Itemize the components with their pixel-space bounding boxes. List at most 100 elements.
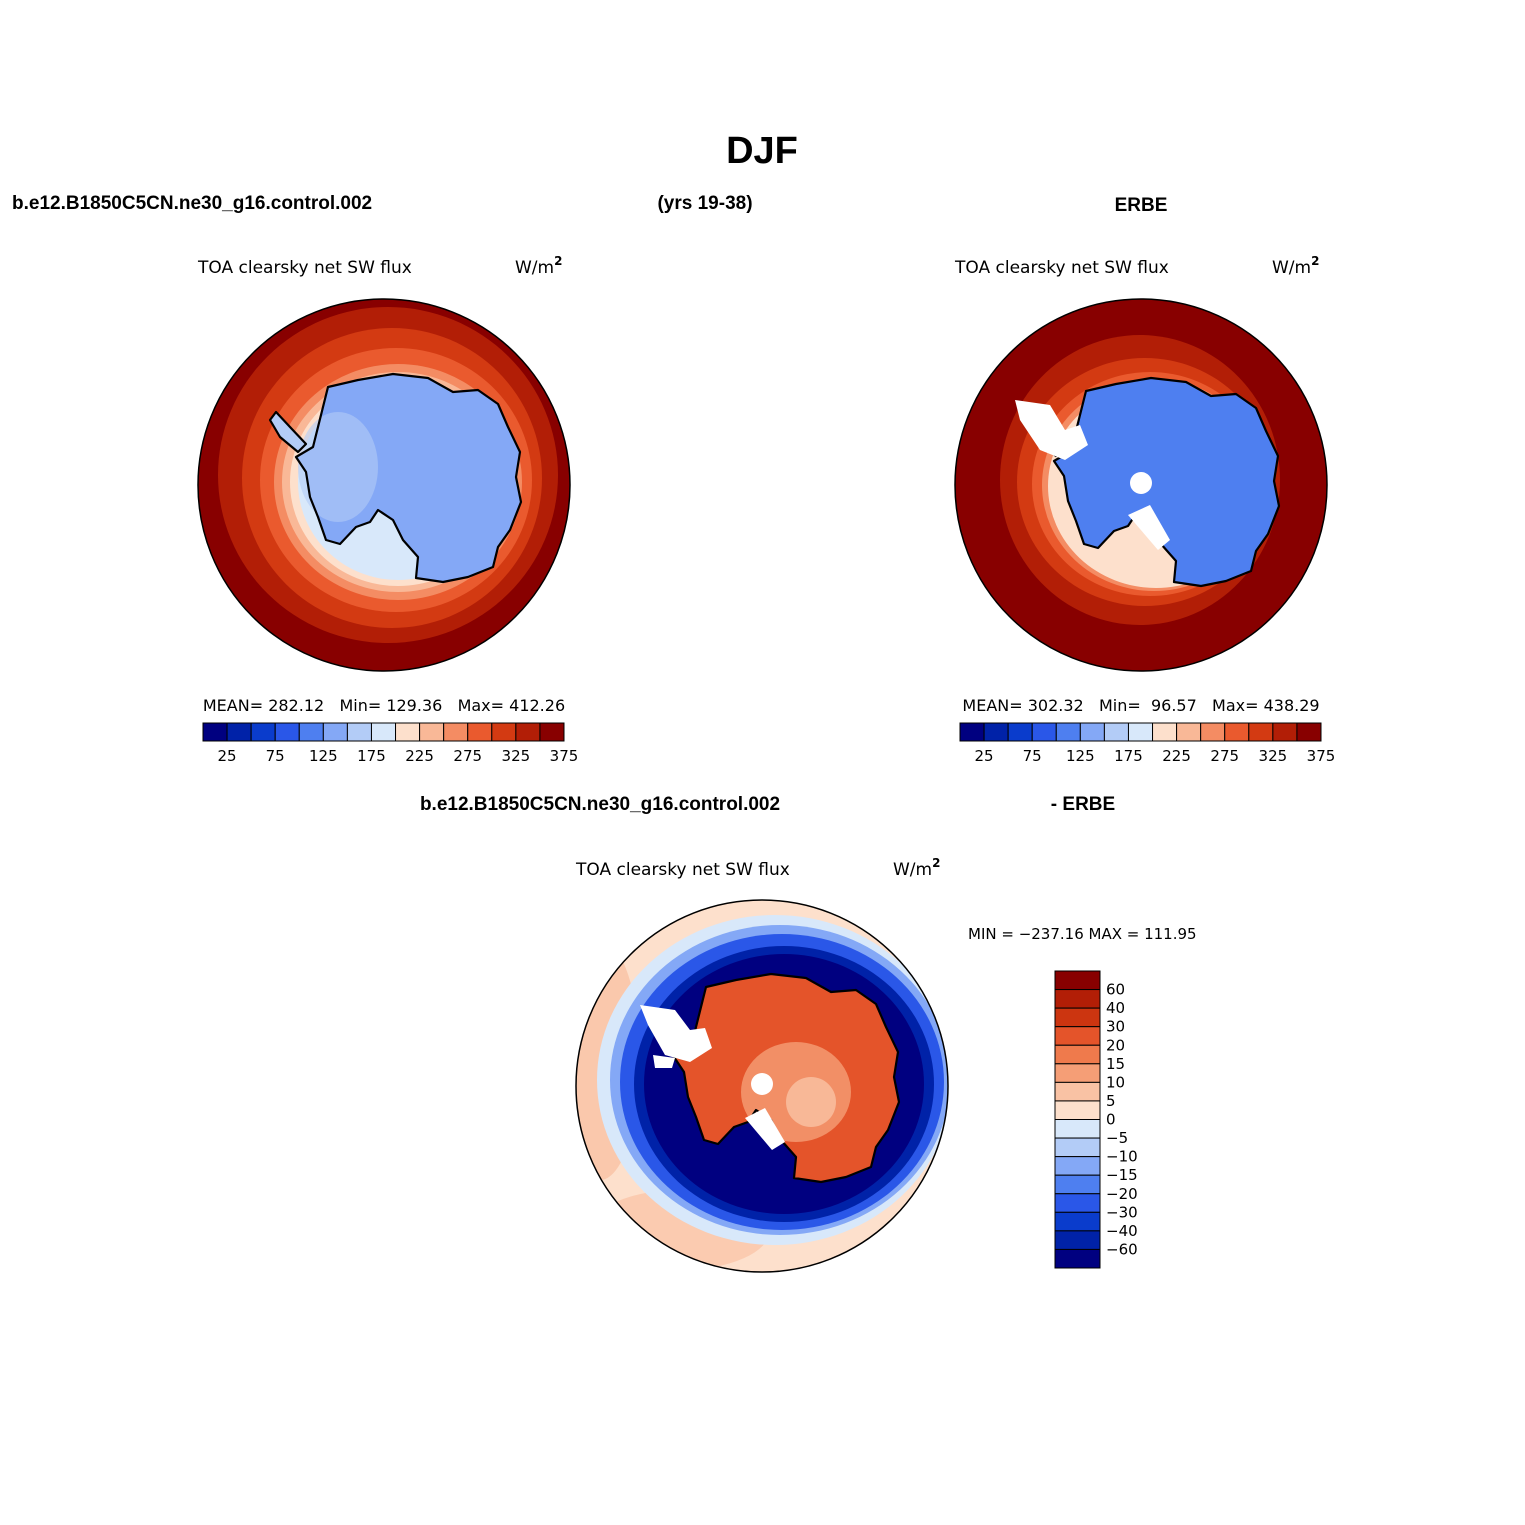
- colorbar-diff-tick-label: −30: [1106, 1203, 1138, 1221]
- colorbar-obs-tick-label: 75: [1023, 747, 1042, 765]
- colorbar-model-swatch: [370, 722, 397, 742]
- colorbar-obs-tick-label: 375: [1307, 747, 1336, 765]
- colorbar-model-swatch: [274, 722, 300, 742]
- colorbar-diff-tick-label: 0: [1106, 1111, 1116, 1129]
- colorbar-diff-swatch: [1054, 989, 1101, 1009]
- panel-obs: TOA clearsky net SW flux W/m2 MEAN= 302.…: [954, 254, 1336, 765]
- colorbar-obs-tick-label: 275: [1210, 747, 1239, 765]
- colorbar-diff-tick-label: −40: [1106, 1222, 1138, 1240]
- colorbar-obs-swatch: [1103, 722, 1129, 742]
- colorbar-obs-swatch: [1127, 722, 1154, 742]
- colorbar-obs-swatch: [1296, 722, 1322, 742]
- colorbar-obs-tick-label: 225: [1162, 747, 1191, 765]
- colorbar-obs-swatch: [1248, 722, 1274, 742]
- years-label: (yrs 19-38): [657, 193, 752, 214]
- colorbar-obs-tick-label: 125: [1066, 747, 1095, 765]
- panel-diff-variable: TOA clearsky net SW flux: [575, 860, 790, 880]
- colorbar-model-swatch: [322, 722, 348, 742]
- colorbar-diff-swatch: [1054, 1007, 1101, 1028]
- panel-model-units: W/m2: [515, 254, 562, 278]
- figure-title: DJF: [726, 130, 798, 172]
- colorbar-model-tick-label: 25: [218, 747, 237, 765]
- panel-diff-stats: MIN = −237.16 MAX = 111.95: [968, 925, 1197, 943]
- colorbar-model-tick-label: 125: [309, 747, 338, 765]
- colorbar-diff-tick-label: 30: [1106, 1018, 1125, 1036]
- diff-obs-name: - ERBE: [1051, 794, 1115, 815]
- colorbar-obs-tick-label: 325: [1259, 747, 1288, 765]
- colorbar-diff-tick-label: 15: [1106, 1055, 1125, 1073]
- obs-name: ERBE: [1115, 195, 1168, 216]
- colorbar-diff-swatch: [1054, 1026, 1101, 1046]
- colorbar-model-swatch: [515, 722, 541, 742]
- colorbar-diff-swatch: [1054, 1156, 1101, 1176]
- colorbar-diff-tick-label: 60: [1106, 981, 1125, 999]
- colorbar-model: 25 75 125 175 225 275 325 375: [202, 722, 579, 765]
- colorbar-obs-tick-label: 175: [1114, 747, 1143, 765]
- colorbar-model-swatch: [346, 722, 372, 742]
- colorbar-model-swatch: [419, 722, 445, 742]
- colorbar-diff-tick-label: −20: [1106, 1185, 1138, 1203]
- panel-diff-units: W/m2: [893, 856, 940, 880]
- colorbar-diff-tick-label: 40: [1106, 999, 1125, 1017]
- colorbar-diff-tick-label: 20: [1106, 1036, 1125, 1054]
- colorbar-diff-swatch: [1054, 1230, 1101, 1250]
- colorbar-diff-swatch: [1054, 1063, 1101, 1083]
- colorbar-obs-swatch: [1031, 722, 1057, 742]
- colorbar-diff-tick-label: −15: [1106, 1166, 1138, 1184]
- panel-model-map: [198, 299, 570, 671]
- panel-model-variable: TOA clearsky net SW flux: [197, 258, 412, 278]
- colorbar-diff-swatch: [1054, 970, 1101, 991]
- panel-diff: TOA clearsky net SW flux W/m2: [575, 856, 1197, 1273]
- colorbar-model-swatch: [202, 722, 228, 742]
- colorbar-model-swatch: [539, 722, 565, 742]
- colorbar-diff-tick-label: −5: [1106, 1129, 1128, 1147]
- colorbar-model-swatch: [250, 722, 276, 742]
- colorbar-diff-tick-label: 5: [1106, 1092, 1116, 1110]
- colorbar-model-swatch: [467, 722, 493, 742]
- colorbar-diff-swatch: [1054, 1174, 1101, 1195]
- colorbar-model-swatch: [298, 722, 324, 742]
- panel-obs-map: [955, 299, 1327, 671]
- colorbar-diff-tick-label: −10: [1106, 1148, 1138, 1166]
- colorbar-diff-swatch: [1054, 1100, 1101, 1120]
- colorbar-model-tick-label: 325: [502, 747, 531, 765]
- colorbar-obs-swatch: [1224, 722, 1250, 742]
- colorbar-model-swatch: [395, 722, 421, 742]
- panel-model: TOA clearsky net SW flux W/m2 MEAN= 282.…: [197, 254, 579, 765]
- colorbar-obs-swatch: [1272, 722, 1298, 742]
- case-name-left: b.e12.B1850C5CN.ne30_g16.control.002: [12, 193, 372, 214]
- colorbar-obs: 25 75 125 175 225 275 325 375: [959, 722, 1336, 765]
- panel-obs-variable: TOA clearsky net SW flux: [954, 258, 1169, 278]
- colorbar-obs-swatch: [1152, 722, 1178, 742]
- colorbar-obs-swatch: [983, 722, 1009, 742]
- colorbar-model-tick-label: 75: [266, 747, 285, 765]
- colorbar-diff-swatch: [1054, 1193, 1101, 1213]
- panel-obs-stats: MEAN= 302.32 Min= 96.57 Max= 438.29: [962, 696, 1319, 715]
- colorbar-diff-swatch: [1054, 1137, 1101, 1158]
- colorbar-diff-swatch: [1054, 1044, 1101, 1065]
- panel-model-stats: MEAN= 282.12 Min= 129.36 Max= 412.26: [203, 696, 565, 715]
- colorbar-model-tick-label: 175: [357, 747, 386, 765]
- panel-obs-units: W/m2: [1272, 254, 1319, 278]
- colorbar-diff-tick-label: 10: [1106, 1073, 1125, 1091]
- colorbar-model-swatch: [491, 722, 517, 742]
- colorbar-obs-swatch: [1200, 722, 1226, 742]
- colorbar-model-swatch: [443, 722, 469, 742]
- colorbar-obs-tick-label: 25: [975, 747, 994, 765]
- colorbar-diff-swatch: [1054, 1119, 1101, 1139]
- colorbar-diff-swatch: [1054, 1081, 1101, 1102]
- colorbar-diff-tick-label: −60: [1106, 1240, 1138, 1258]
- colorbar-model-tick-label: 225: [405, 747, 434, 765]
- colorbar-obs-swatch: [959, 722, 985, 742]
- colorbar-model-swatch: [226, 722, 252, 742]
- colorbar-model-tick-label: 275: [453, 747, 482, 765]
- colorbar-obs-swatch: [1079, 722, 1105, 742]
- diff-case-name: b.e12.B1850C5CN.ne30_g16.control.002: [420, 794, 780, 815]
- colorbar-model-tick-label: 375: [550, 747, 579, 765]
- colorbar-obs-swatch: [1176, 722, 1202, 742]
- colorbar-diff-swatch: [1054, 1211, 1101, 1232]
- panel-diff-map: [576, 900, 948, 1272]
- colorbar-obs-swatch: [1007, 722, 1033, 742]
- colorbar-diff-swatch: [1054, 1248, 1101, 1269]
